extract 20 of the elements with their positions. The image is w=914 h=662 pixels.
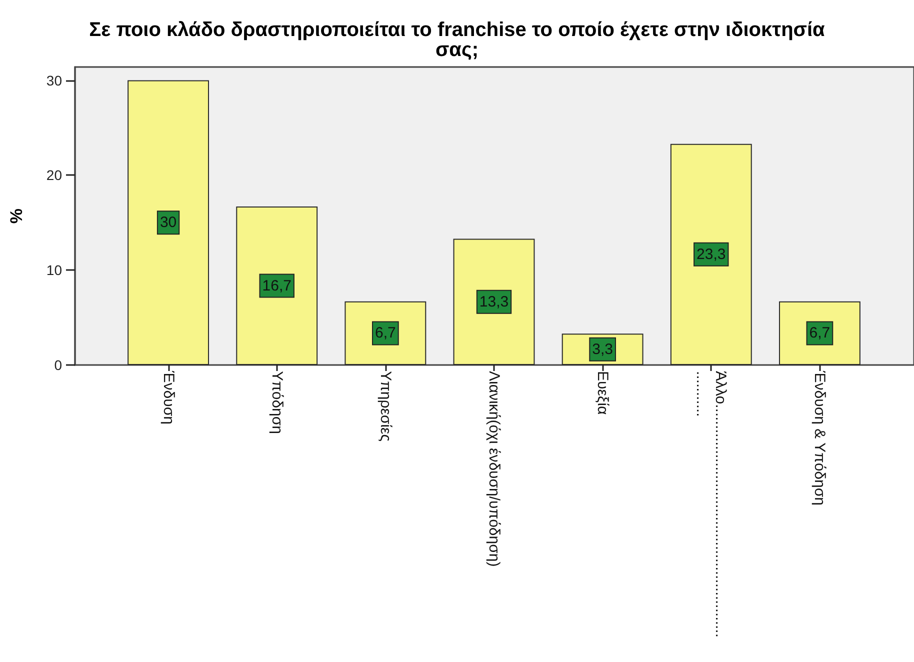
x-tick-label: Υπηρεσίες bbox=[376, 371, 394, 442]
x-tick-label: Ένδυση bbox=[160, 370, 177, 424]
x-tick-label: Ένδυση & Υπόδηση bbox=[811, 370, 828, 506]
y-tick-label: 0 bbox=[54, 357, 62, 373]
x-tick-label: Άλλο........................................................ ........... bbox=[693, 371, 730, 638]
y-tick-label: 30 bbox=[46, 72, 62, 88]
y-tick-label: 10 bbox=[46, 262, 62, 278]
data-label: 13,3 bbox=[479, 293, 509, 310]
data-label: 16,7 bbox=[262, 277, 292, 294]
y-tick-label: 20 bbox=[46, 167, 62, 184]
data-label: 3,3 bbox=[592, 340, 613, 358]
data-label: 6,7 bbox=[375, 324, 396, 342]
x-tick-label: Ευεξία bbox=[594, 371, 612, 415]
data-label: 6,7 bbox=[809, 324, 830, 342]
chart-title: Σε ποιο κλάδο δραστηριοποιείται το franchise το οποίο έχετε στην ιδιοκτησία σας; bbox=[89, 19, 826, 61]
x-tick-label: Λιανική(όχι ένδυση/υπόδηση) bbox=[486, 371, 502, 567]
data-label: 23,3 bbox=[696, 246, 726, 263]
y-axis-title: % bbox=[7, 208, 26, 224]
data-label: 30 bbox=[160, 214, 177, 232]
x-tick-label: Υπόδηση bbox=[268, 371, 286, 434]
